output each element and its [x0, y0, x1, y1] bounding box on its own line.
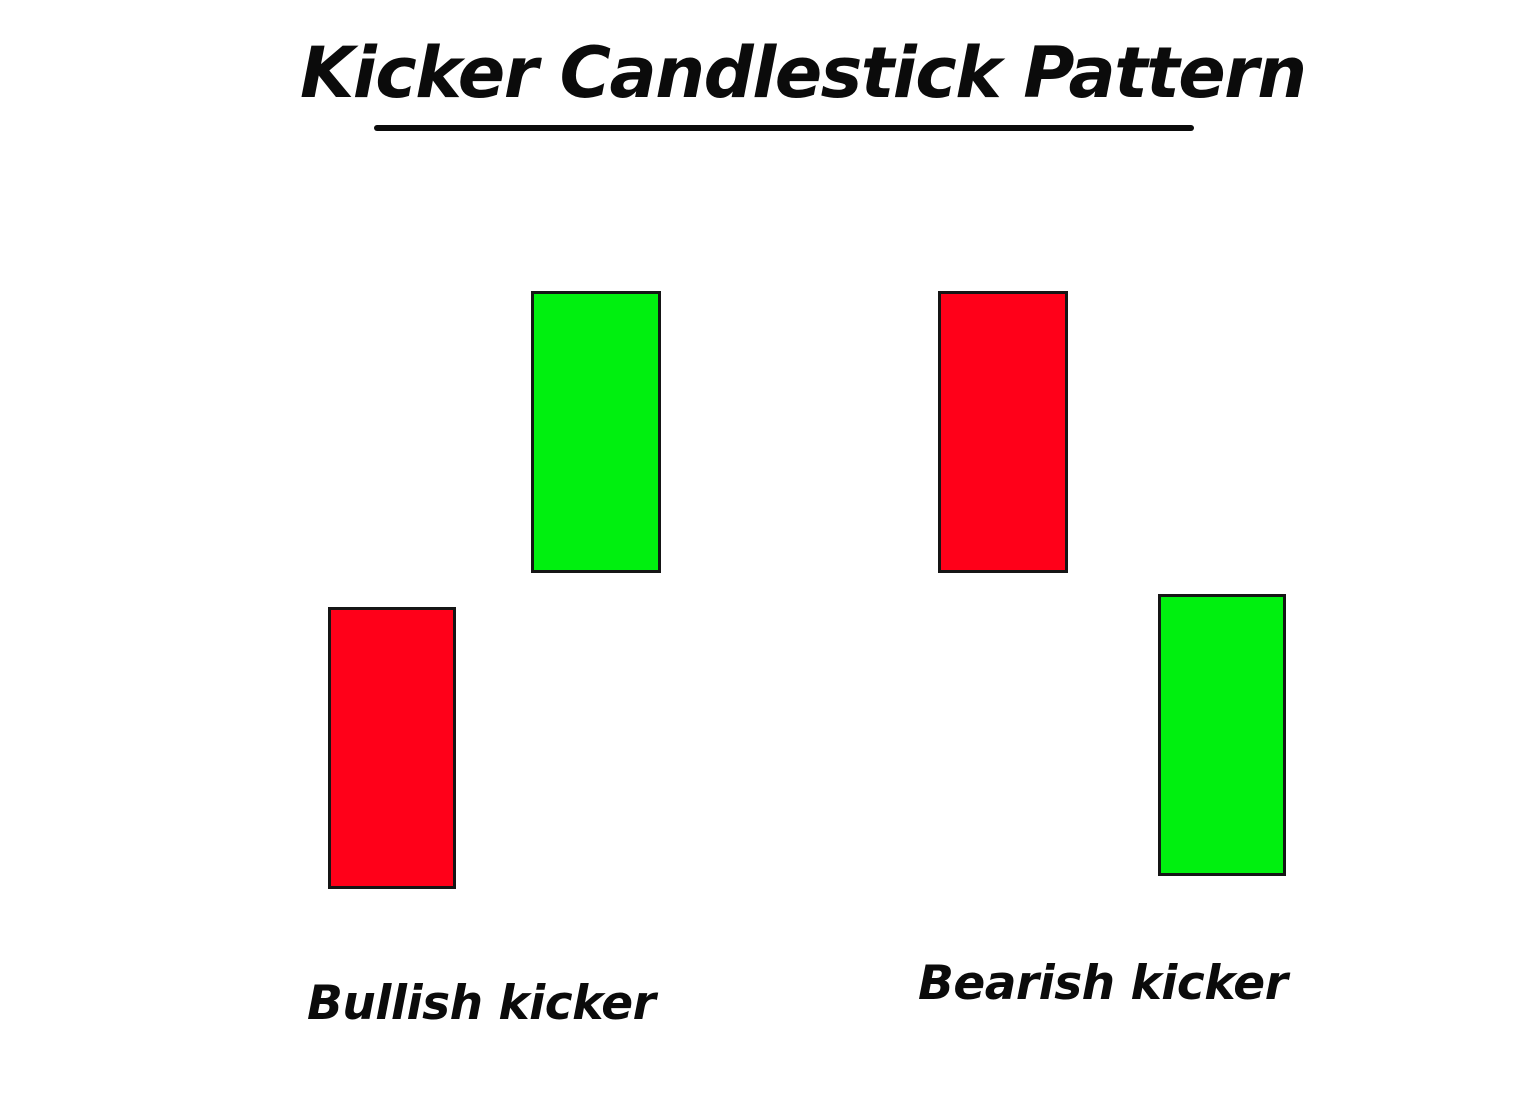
bearish-kicker-label: Bearish kicker: [918, 956, 1288, 1011]
bullish-kicker-second-candle: [531, 291, 661, 573]
bearish-kicker-first-candle: [938, 291, 1068, 573]
bullish-kicker-first-candle: [328, 607, 456, 889]
bullish-kicker-label: Bullish kicker: [307, 976, 656, 1031]
page-title: Kicker Candlestick Pattern: [300, 32, 1307, 114]
bearish-kicker-second-candle: [1158, 594, 1286, 876]
title-underline: [374, 125, 1194, 131]
